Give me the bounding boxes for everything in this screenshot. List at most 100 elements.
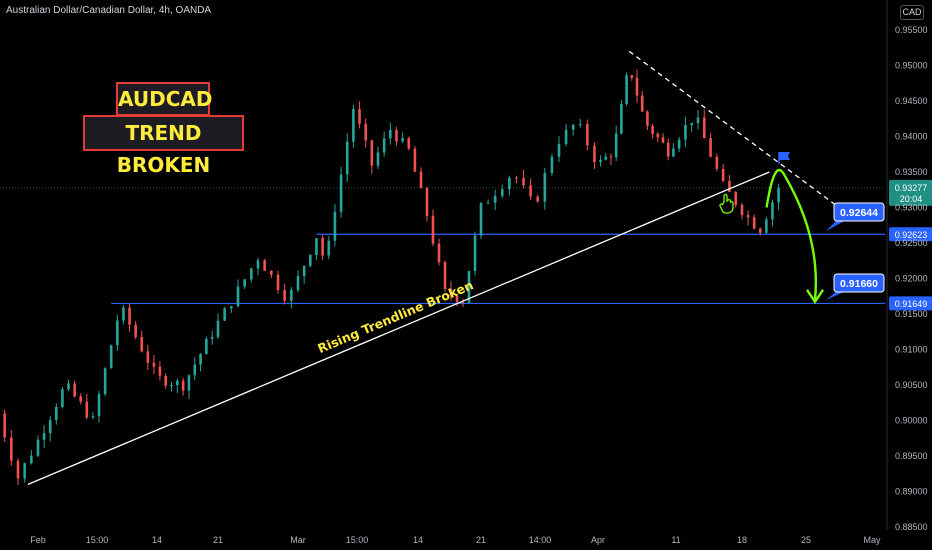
candle-body bbox=[170, 385, 173, 387]
candle-body bbox=[709, 138, 712, 157]
candle-body bbox=[333, 211, 337, 241]
candle-body bbox=[449, 288, 453, 297]
candle-body bbox=[187, 375, 191, 391]
candle-body bbox=[134, 324, 137, 338]
trendline-label: Rising Trendline Broken bbox=[315, 277, 475, 356]
y-tick-label: 0.90000 bbox=[895, 416, 928, 426]
candle-body bbox=[128, 307, 131, 325]
candle-body bbox=[345, 141, 349, 175]
callout-pointer bbox=[826, 219, 848, 231]
candle-body bbox=[55, 406, 58, 421]
target-callout-label: 0.91660 bbox=[840, 278, 878, 290]
x-tick-label: Apr bbox=[591, 535, 605, 545]
candle-body bbox=[604, 156, 608, 160]
x-tick-label: 14 bbox=[152, 535, 162, 545]
flag-icon bbox=[779, 152, 790, 160]
hand-pointer-icon bbox=[719, 193, 734, 214]
candle-body bbox=[467, 270, 471, 303]
price-axis[interactable]: 0.95500 0.95000 0.94500 0.94000 0.93500 0.930… bbox=[886, 0, 928, 532]
target-callout-label: 0.92644 bbox=[840, 207, 878, 219]
x-tick-label: 14:00 bbox=[529, 535, 552, 545]
candle-body bbox=[586, 124, 589, 146]
candle-body bbox=[401, 138, 404, 142]
candle-body bbox=[315, 238, 318, 255]
candle-body bbox=[599, 159, 602, 163]
candle-body bbox=[164, 375, 168, 386]
candle-body bbox=[243, 279, 246, 287]
current-price-label: 0.93277 bbox=[895, 183, 928, 193]
candle-body bbox=[30, 455, 33, 464]
x-tick-label: 15:00 bbox=[86, 535, 109, 545]
candle-body bbox=[578, 124, 582, 126]
currency-badge[interactable]: CAD bbox=[900, 5, 924, 20]
candle-body bbox=[352, 109, 355, 142]
x-tick-label: 14 bbox=[413, 535, 423, 545]
target-callout-box[interactable] bbox=[833, 202, 885, 222]
candle-body bbox=[656, 133, 660, 138]
level-price-label: 0.91649 bbox=[895, 299, 928, 309]
level-price-tag bbox=[889, 296, 932, 311]
candle-body bbox=[661, 137, 665, 143]
y-tick-label: 0.90500 bbox=[895, 380, 928, 390]
candle-body bbox=[508, 177, 511, 190]
candle-body bbox=[223, 308, 226, 321]
x-tick-label: 18 bbox=[737, 535, 747, 545]
candle-body bbox=[529, 185, 532, 197]
candle-body bbox=[625, 75, 628, 104]
candle-body bbox=[339, 174, 343, 212]
level-price-label: 0.92623 bbox=[895, 230, 928, 240]
candle-body bbox=[493, 195, 497, 203]
candle-body bbox=[630, 75, 634, 78]
candle-body bbox=[771, 202, 774, 220]
candle-body bbox=[651, 125, 654, 134]
symbol-title: Australian Dollar/Canadian Dollar, 4h, O… bbox=[6, 5, 212, 16]
candle-body bbox=[321, 238, 324, 256]
time-axis[interactable]: Feb 15:00 14 21 Mar 15:00 14 21 14:00 Apr 11 18 25 Ma… bbox=[30, 535, 881, 545]
candle-body bbox=[42, 433, 46, 440]
candle-body bbox=[684, 125, 687, 140]
candle-body bbox=[473, 235, 477, 271]
trend-broken-label-text: TREND BROKEN bbox=[116, 121, 211, 177]
target-callout-box[interactable] bbox=[833, 273, 885, 293]
candle-body bbox=[389, 130, 392, 139]
candle-body bbox=[614, 133, 618, 158]
pair-label: AUDCAD bbox=[116, 82, 212, 116]
candle-body bbox=[715, 156, 719, 169]
rising-trendline[interactable] bbox=[27, 171, 770, 485]
candle-body bbox=[752, 217, 756, 229]
candle-body bbox=[425, 188, 429, 216]
candle-body bbox=[593, 145, 596, 163]
candle-body bbox=[122, 307, 125, 321]
x-tick-label: 21 bbox=[213, 535, 223, 545]
candle-body bbox=[61, 389, 64, 407]
candle-body bbox=[640, 95, 644, 112]
candle-body bbox=[290, 289, 293, 301]
candle-body bbox=[543, 173, 547, 202]
candle-body bbox=[413, 148, 417, 172]
candle-body bbox=[193, 364, 197, 376]
candle-body bbox=[370, 140, 374, 166]
falling-trendline[interactable] bbox=[628, 50, 840, 209]
candle-body bbox=[758, 228, 762, 233]
projection-arrow-up bbox=[765, 168, 786, 208]
candle-body bbox=[109, 345, 113, 369]
trend-broken-label: TREND BROKEN bbox=[83, 115, 244, 177]
candle-body bbox=[116, 320, 119, 346]
candle-body bbox=[765, 219, 768, 233]
candle-body bbox=[48, 420, 52, 434]
candle-body bbox=[216, 320, 220, 337]
x-tick-label: Feb bbox=[30, 535, 46, 545]
candle-body bbox=[97, 394, 101, 417]
candle-body bbox=[358, 109, 361, 124]
candle-body bbox=[364, 123, 367, 141]
candle-body bbox=[276, 274, 280, 291]
candle-body bbox=[550, 156, 554, 174]
y-tick-label: 0.89000 bbox=[895, 487, 928, 497]
candle-body bbox=[250, 268, 253, 280]
candle-body bbox=[696, 117, 700, 123]
candle-body bbox=[140, 337, 144, 352]
candle-body bbox=[677, 139, 681, 149]
candle-body bbox=[382, 138, 386, 153]
candle-body bbox=[455, 296, 459, 303]
